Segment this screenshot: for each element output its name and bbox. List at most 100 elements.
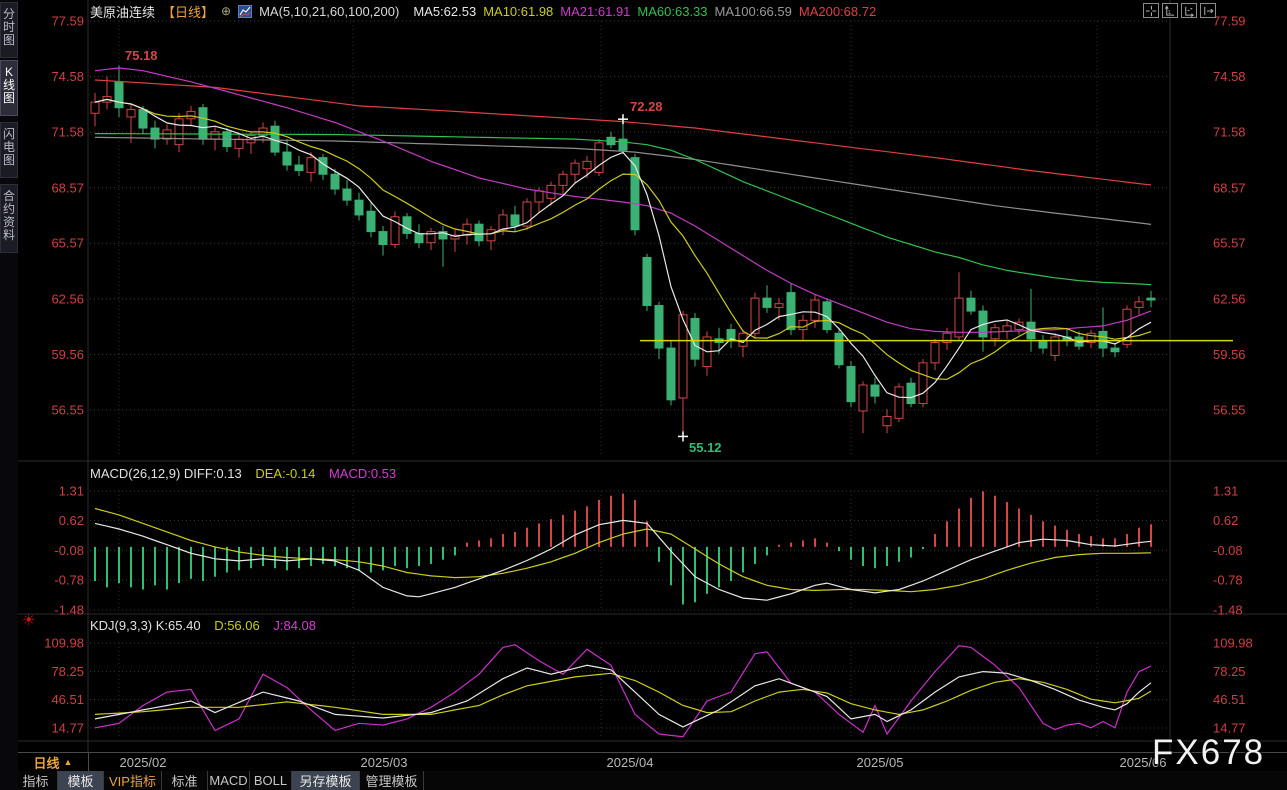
- period-selector[interactable]: 日线 ▲: [18, 753, 89, 771]
- candle-down: [474, 223, 484, 242]
- sidebar-tab-1[interactable]: 分 时 图: [0, 2, 18, 58]
- candle-up: [894, 386, 904, 419]
- candle-down: [378, 231, 388, 246]
- candle-up: [798, 319, 808, 331]
- pan-right-icon[interactable]: [1200, 3, 1216, 18]
- candle-down: [438, 231, 448, 240]
- ma5-line: [94, 98, 1152, 399]
- candle-down: [1098, 330, 1108, 349]
- candle-up: [990, 327, 1000, 340]
- sidebar-tab-4[interactable]: 合 约 资 料: [0, 184, 18, 253]
- candle-down: [870, 384, 880, 397]
- period-arrow-icon: ▲: [63, 757, 73, 767]
- macd-macd-value: MACD:0.53: [328, 466, 397, 481]
- date-label: 2025/03: [360, 755, 408, 770]
- time-axis-row: 日线 ▲ 2025/02 2025/03 2025/04 2025/05 2025/06: [0, 752, 1287, 773]
- period-tag[interactable]: 【日线】: [162, 4, 215, 20]
- candle-up: [1002, 325, 1012, 332]
- bottom-tab-1[interactable]: 指标: [14, 771, 58, 790]
- candle-down: [138, 109, 148, 129]
- candle-down: [834, 332, 844, 366]
- kdj-params-k: KDJ(9,3,3) K:65.40: [90, 618, 201, 633]
- candle-up: [954, 297, 964, 338]
- axis-zoom-left-icon[interactable]: [1162, 3, 1178, 18]
- axis-label: -0.08: [54, 543, 84, 558]
- bottom-tab-6[interactable]: BOLL: [250, 771, 292, 790]
- axis-label: 1.31: [1213, 484, 1238, 499]
- candle-up: [810, 299, 820, 321]
- bottom-tab-7[interactable]: 另存模板: [292, 771, 360, 790]
- axis-label: 62.56: [1213, 291, 1246, 306]
- candle-up: [450, 234, 460, 240]
- candle-up: [582, 160, 592, 170]
- kdj-k-line: [94, 664, 1152, 728]
- candle-up: [738, 332, 748, 347]
- bottom-tab-2[interactable]: 模板: [58, 771, 104, 790]
- candle-up: [534, 190, 544, 203]
- bottom-tab-5[interactable]: MACD: [208, 771, 250, 790]
- ma21-line: [94, 67, 1152, 333]
- date-label: 2025/05: [856, 755, 904, 770]
- axis-label: 62.56: [51, 291, 84, 306]
- candle-up: [486, 229, 496, 242]
- candle-down: [762, 297, 772, 308]
- indicator-tabs-row: 指标 模板 VIP指标 标准 MACD BOLL 另存模板 管理模板: [0, 771, 1287, 790]
- axis-label: 109.98: [1213, 636, 1253, 651]
- date-label: 2025/04: [606, 755, 654, 770]
- ma-value-label: MA100:66.59: [714, 3, 792, 19]
- candle-up: [918, 362, 928, 405]
- kdj-j-line: [94, 644, 1152, 738]
- candle-up: [1014, 321, 1024, 331]
- bottom-tab-4[interactable]: 标准: [162, 771, 208, 790]
- axis-zoom-right-icon[interactable]: [1181, 3, 1197, 18]
- price-annotation: 55.12: [689, 440, 722, 456]
- candle-up: [306, 157, 316, 173]
- candle-down: [1038, 340, 1048, 349]
- candle-up: [162, 129, 172, 140]
- ma-value-label: MA5:62.53: [413, 3, 477, 19]
- candle-down: [690, 317, 700, 360]
- candle-up: [750, 297, 760, 334]
- candle-down: [618, 138, 628, 151]
- candle-down: [282, 151, 292, 166]
- date-label: 2025/06: [1119, 755, 1167, 770]
- axis-label: 77.59: [1213, 14, 1246, 29]
- period-label: 日线: [33, 755, 60, 771]
- candle-down: [906, 382, 916, 405]
- candle-down: [114, 81, 124, 109]
- sidebar-tab-3[interactable]: 闪 电 图: [0, 122, 18, 178]
- ma-legend: MA5:62.53 MA10:61.98 MA21:61.91 MA60:63.33 M…: [406, 4, 876, 19]
- sidebar-tab-2[interactable]: K 线 图: [0, 60, 18, 116]
- kdj-j-value: J:84.08: [273, 618, 317, 633]
- candle-up: [390, 216, 400, 246]
- bottom-tab-3[interactable]: VIP指标: [104, 771, 162, 790]
- ma-value-label: MA200:68.72: [798, 3, 877, 19]
- axis-label: 68.57: [51, 180, 84, 195]
- candle-down: [846, 366, 856, 403]
- chart-canvas[interactable]: 77.59 77.59 74.58 74.58 71.58 71.58 68.57 68.57…: [0, 0, 1287, 757]
- candle-up: [558, 173, 568, 186]
- bottom-tab-8[interactable]: 管理模板: [360, 771, 424, 790]
- candle-down: [510, 214, 520, 227]
- candle-down: [966, 297, 976, 312]
- candle-up: [1122, 308, 1132, 345]
- candle-down: [402, 216, 412, 234]
- axis-label: 68.57: [1213, 180, 1246, 195]
- ma-legend-icon: [238, 4, 253, 18]
- chart-type-sidebar: 分 时 图 K 线 图闪 电 图合 约 资 料: [0, 0, 18, 790]
- candle-up: [426, 231, 436, 244]
- sun-alert-icon[interactable]: ☀: [22, 612, 36, 629]
- candle-down: [786, 292, 796, 331]
- axis-label: -0.78: [54, 573, 84, 588]
- add-overlay-icon[interactable]: ⊕: [221, 4, 232, 18]
- kdj-d-value: D:56.06: [214, 618, 260, 633]
- candle-down: [630, 157, 640, 231]
- axis-label: 14.77: [51, 721, 84, 736]
- candle-up: [126, 109, 136, 118]
- axis-label: 74.58: [1213, 69, 1246, 84]
- candle-up: [186, 110, 196, 120]
- axis-label: 109.98: [44, 636, 84, 651]
- axis-label: 78.25: [1213, 664, 1246, 679]
- crosshair-icon[interactable]: [1143, 3, 1159, 18]
